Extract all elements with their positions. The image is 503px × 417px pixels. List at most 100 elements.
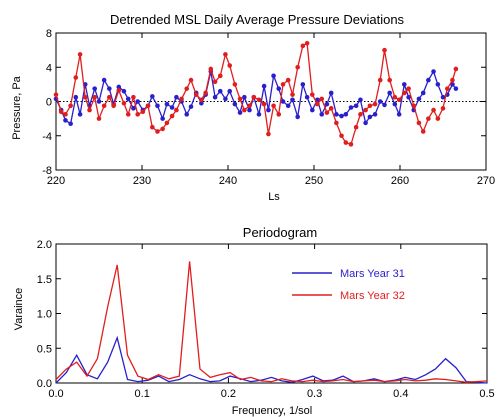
chart-0-point-series-0 (63, 118, 68, 123)
chart-0-point-series-1 (285, 77, 291, 83)
chart-0-point-series-1 (377, 77, 383, 83)
chart-0-point-series-0 (256, 112, 262, 117)
chart-1-ytick-label: 0.5 (37, 343, 52, 355)
chart-0-point-series-1 (431, 107, 436, 113)
chart-0-point-series-1 (276, 112, 282, 117)
chart-0-point-series-0 (387, 90, 392, 96)
chart-0-point-series-1 (184, 86, 190, 91)
chart-0-point-series-1 (396, 97, 402, 103)
chart-0-point-series-0 (96, 99, 102, 104)
chart-0-xtick-label: 240 (219, 175, 237, 187)
chart-0-point-series-0 (217, 88, 223, 94)
chart-0-point-series-0 (285, 103, 291, 109)
chart-0-point-series-0 (372, 112, 378, 117)
chart-1-xtick-label: 0.3 (307, 388, 322, 400)
chart-0-point-series-1 (217, 73, 223, 79)
chart-0-point-series-0 (406, 94, 411, 100)
chart-0-point-series-1 (304, 40, 310, 46)
chart-0-point-series-0 (435, 82, 441, 87)
chart-0-point-series-1 (96, 116, 102, 121)
chart-0-point-series-1 (440, 106, 446, 111)
chart-0-point-series-1 (420, 129, 426, 134)
chart-0-point-series-1 (155, 129, 160, 134)
chart-0-xtick-label: 250 (305, 175, 323, 187)
chart-0-point-series-0 (348, 105, 354, 110)
chart-0-point-series-0 (150, 94, 155, 99)
chart-0-point-series-0 (160, 116, 165, 121)
chart-0-xtick-label: 220 (47, 175, 65, 187)
chart-0-point-series-1 (411, 103, 417, 109)
chart-0-point-series-0 (382, 102, 387, 108)
chart-0-point-series-1 (174, 107, 179, 113)
chart-0-point-series-0 (184, 112, 190, 117)
chart-0-point-series-0 (73, 94, 79, 100)
chart-0-point-series-1 (68, 103, 73, 109)
chart-0-point-series-1 (271, 103, 276, 109)
chart-0-point-series-0 (377, 99, 383, 104)
chart-1-xtick-label: 0.4 (393, 388, 408, 400)
chart-0-point-series-1 (82, 94, 88, 100)
chart-0-point-series-1 (121, 100, 127, 106)
chart-1-title: Detrended MSL Daily Average Pressure Dev… (110, 12, 405, 27)
chart-0-point-series-1 (131, 94, 136, 100)
chart-0-point-series-1 (53, 92, 59, 97)
chart-1-xtick-label: 0.2 (221, 388, 236, 400)
chart-0-point-series-0 (131, 106, 136, 111)
chart-0-point-series-1 (416, 120, 422, 126)
chart-0-point-series-1 (334, 120, 339, 126)
chart-0-point-series-1 (63, 112, 68, 117)
chart-0-ytick-label: -8 (42, 165, 52, 177)
chart-0-point-series-0 (396, 112, 402, 117)
chart-0-point-series-0 (199, 100, 204, 106)
chart-0-point-series-0 (212, 94, 218, 100)
chart-0-point-series-0 (237, 110, 243, 115)
chart-0-point-series-0 (392, 101, 398, 107)
chart-0-point-series-1 (107, 94, 112, 100)
chart-2-title: Periodogram (243, 225, 317, 240)
chart-0-ytick-label: 8 (46, 28, 52, 40)
chart-0-point-series-0 (92, 86, 97, 91)
chart-0-point-series-1 (256, 97, 262, 103)
chart-0-point-series-1 (295, 64, 300, 70)
chart-0-point-series-1 (353, 124, 359, 130)
chart-0-point-series-0 (164, 101, 170, 107)
chart-0-point-series-0 (328, 90, 334, 96)
chart-0-point-series-1 (339, 133, 344, 139)
chart-0-point-series-0 (121, 88, 127, 94)
chart-0-point-series-0 (169, 105, 175, 110)
chart-0-point-series-0 (300, 82, 306, 87)
chart-0-point-series-0 (295, 114, 300, 120)
chart-0-line-series-1 (55, 42, 457, 146)
chart-1-plot-area: 220 230 240 250 260 270 8 4 0 -4 -8 (42, 28, 495, 187)
chart-0-point-series-0 (334, 112, 339, 117)
chart-0-point-series-1 (208, 66, 214, 72)
chart-0-point-series-0 (227, 88, 233, 94)
chart-0-point-series-1 (315, 101, 320, 107)
chart-0-point-series-1 (87, 107, 92, 113)
chart-0-point-series-1 (237, 96, 243, 102)
chart-0-point-series-1 (140, 109, 146, 115)
chart-0-point-series-1 (188, 77, 194, 83)
chart-0-point-series-0 (420, 90, 426, 96)
chart-0-point-series-0 (290, 97, 295, 103)
chart-0-point-series-1 (387, 77, 392, 83)
chart-1-xtick-label: 0.1 (135, 388, 150, 400)
chart-1-xtick-label: 0.0 (48, 388, 63, 400)
chart-0-point-series-0 (304, 94, 310, 100)
chart-1-ytick-label: 1.5 (37, 274, 52, 286)
chart-0-point-series-0 (319, 112, 325, 117)
chart-0-point-series-0 (68, 121, 73, 127)
chart-1-frame (55, 243, 488, 384)
chart-1-xlabel: Ls (268, 191, 280, 203)
chart-0-point-series-1 (392, 94, 398, 100)
chart-0-point-series-0 (431, 69, 436, 74)
chart-0-ytick-label: 4 (46, 62, 52, 74)
chart-0-point-series-0 (440, 94, 446, 100)
chart-0-point-series-1 (125, 112, 131, 117)
legend-label-mars-year-31: Mars Year 31 (340, 268, 405, 280)
chart-0-point-series-0 (358, 97, 363, 103)
chart-0-point-series-1 (266, 131, 271, 137)
chart-0-xtick-label: 270 (477, 175, 495, 187)
chart-0-point-series-1 (358, 112, 363, 117)
